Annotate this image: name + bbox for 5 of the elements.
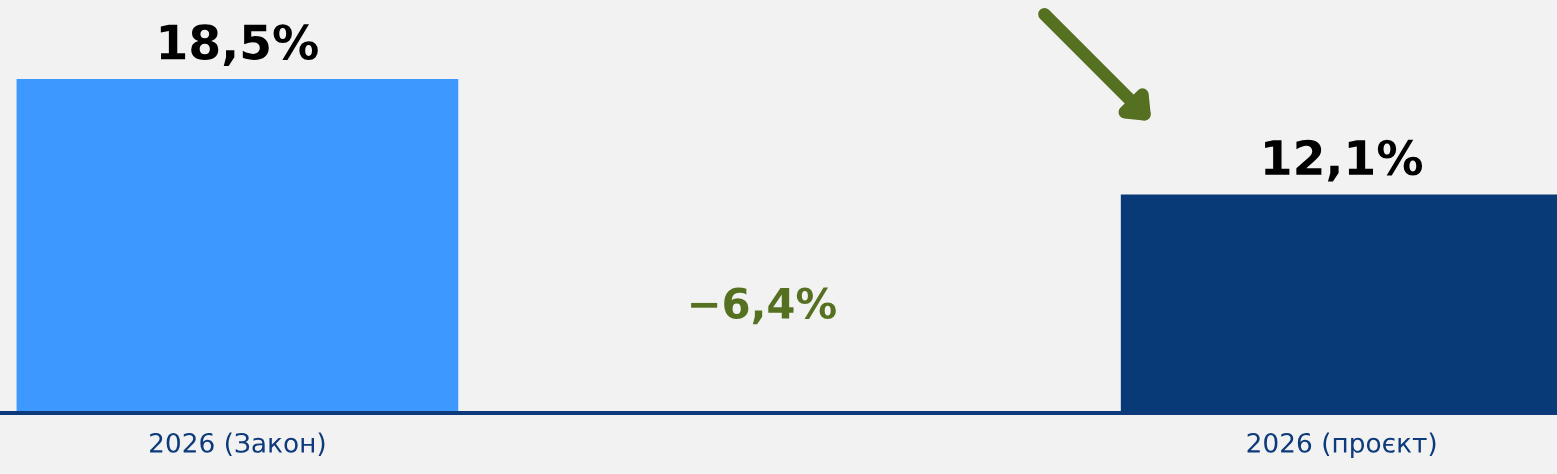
x-tick-label: 2026 (проєкт) bbox=[1247, 432, 1436, 458]
annotation: −6,4% bbox=[691, 287, 836, 325]
x-tick-label: 2026 (Закон) bbox=[150, 432, 325, 456]
data-label: 12,1% bbox=[1265, 139, 1423, 182]
data-label: 18,5% bbox=[160, 24, 318, 66]
